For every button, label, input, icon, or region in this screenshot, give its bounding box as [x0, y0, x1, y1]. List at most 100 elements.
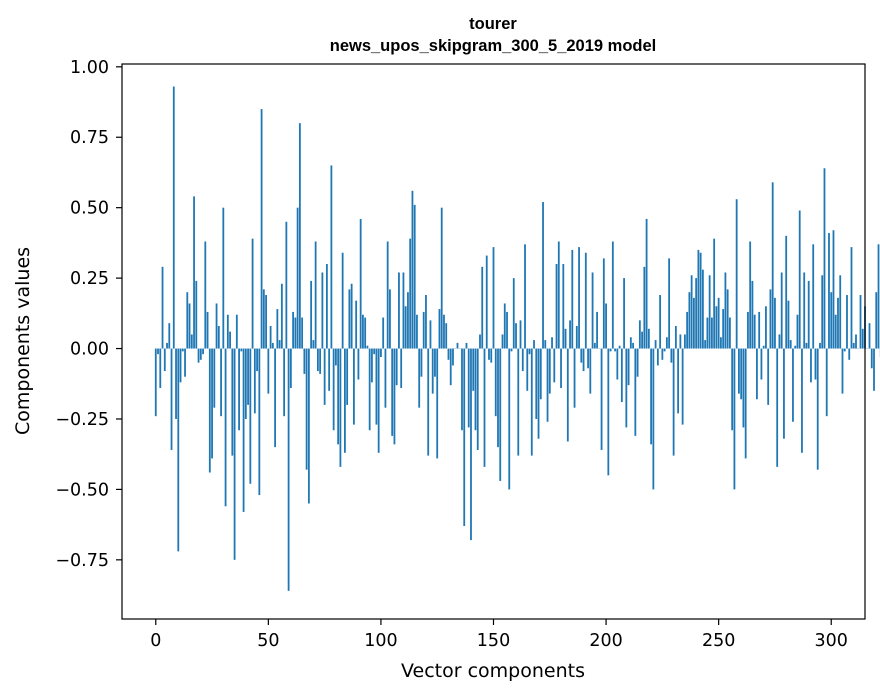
bar-component-256: [731, 348, 734, 431]
bar-component-11: [179, 348, 182, 383]
bar-component-101: [382, 317, 385, 349]
bar-component-43: [251, 238, 254, 349]
bar-component-58: [285, 221, 288, 349]
y-tick-label: −0.75: [55, 551, 109, 571]
bar-component-154: [501, 334, 504, 349]
bar-component-19: [197, 348, 200, 363]
bar-component-302: [834, 314, 837, 349]
bar-series: [154, 86, 880, 591]
bar-component-278: [780, 272, 783, 349]
bar-component-93: [364, 317, 367, 349]
bar-component-25: [211, 348, 213, 459]
x-tick-label: 100: [364, 631, 397, 651]
bar-component-206: [618, 345, 621, 349]
bar-component-104: [389, 289, 391, 349]
bar-component-89: [355, 300, 358, 349]
bar-component-53: [274, 348, 276, 448]
bar-component-295: [819, 342, 821, 349]
bar-component-292: [812, 244, 815, 349]
bar-component-186: [573, 348, 576, 408]
bar-component-61: [292, 311, 295, 349]
bar-component-123: [431, 348, 434, 394]
bar-component-238: [690, 275, 693, 349]
bar-component-143: [476, 348, 479, 450]
bar-component-151: [494, 348, 497, 417]
bar-component-34: [231, 348, 234, 456]
bar-component-265: [751, 280, 754, 349]
bar-component-289: [805, 342, 808, 349]
bar-component-235: [683, 334, 686, 349]
bar-component-47: [260, 109, 263, 349]
bar-component-184: [569, 320, 571, 349]
bar-component-52: [271, 342, 274, 349]
bar-component-79: [332, 348, 335, 431]
bar-component-181: [562, 264, 565, 349]
bar-component-204: [614, 348, 616, 352]
bar-component-71: [314, 241, 317, 349]
bar-component-180: [560, 348, 562, 388]
bar-component-103: [386, 241, 389, 349]
bar-component-20: [199, 348, 202, 360]
bar-component-60: [289, 348, 292, 388]
bar-component-148: [488, 348, 490, 360]
bar-component-81: [337, 348, 340, 445]
bar-component-75: [323, 348, 326, 405]
bar-component-22: [204, 241, 207, 349]
bar-component-308: [848, 348, 851, 360]
bar-component-14: [186, 292, 189, 349]
bar-component-70: [312, 340, 315, 349]
bar-component-116: [416, 314, 418, 349]
x-axis-label: Vector components: [401, 660, 585, 682]
bar-component-272: [767, 348, 770, 405]
bar-component-269: [760, 348, 763, 380]
x-tick-label: 200: [589, 631, 622, 651]
bar-component-36: [235, 314, 238, 349]
bar-component-250: [717, 297, 720, 349]
bar-component-147: [485, 255, 488, 349]
bar-component-279: [783, 348, 785, 439]
bar-component-17: [193, 196, 195, 349]
bar-component-132: [452, 348, 454, 366]
bar-component-244: [704, 340, 707, 349]
bar-component-178: [555, 264, 558, 349]
bar-component-100: [380, 348, 382, 357]
bar-component-77: [328, 348, 331, 391]
bar-component-5: [166, 342, 168, 349]
bar-component-291: [810, 348, 812, 383]
bar-component-122: [429, 320, 432, 349]
bar-component-69: [310, 280, 313, 349]
bar-component-208: [623, 278, 625, 349]
bar-component-167: [530, 348, 533, 456]
bar-component-284: [794, 345, 797, 349]
bar-component-251: [720, 337, 722, 349]
bar-component-160: [515, 323, 517, 349]
bar-component-319: [873, 348, 875, 391]
bar-component-166: [528, 348, 531, 355]
bar-component-165: [526, 348, 529, 391]
bar-component-300: [830, 292, 833, 349]
bar-component-287: [801, 348, 803, 453]
bar-component-230: [672, 348, 675, 456]
bar-component-248: [713, 238, 716, 349]
bar-component-150: [492, 247, 495, 349]
bar-component-105: [391, 348, 394, 436]
bar-component-313: [859, 295, 862, 349]
bar-component-117: [418, 348, 421, 408]
bar-component-134: [456, 342, 459, 349]
bar-component-21: [202, 348, 204, 355]
bar-component-191: [584, 252, 587, 349]
x-tick-label: 0: [150, 631, 161, 651]
bar-component-227: [665, 337, 668, 349]
bar-component-306: [843, 348, 846, 352]
bar-component-231: [674, 326, 677, 349]
bar-component-218: [645, 218, 648, 349]
bar-component-182: [564, 328, 567, 349]
bar-component-288: [803, 272, 806, 349]
bar-component-201: [607, 348, 610, 476]
bar-component-303: [837, 297, 839, 349]
bar-component-141: [472, 348, 475, 391]
bar-component-35: [233, 348, 236, 560]
bar-component-63: [296, 207, 299, 349]
bar-component-192: [587, 348, 589, 369]
